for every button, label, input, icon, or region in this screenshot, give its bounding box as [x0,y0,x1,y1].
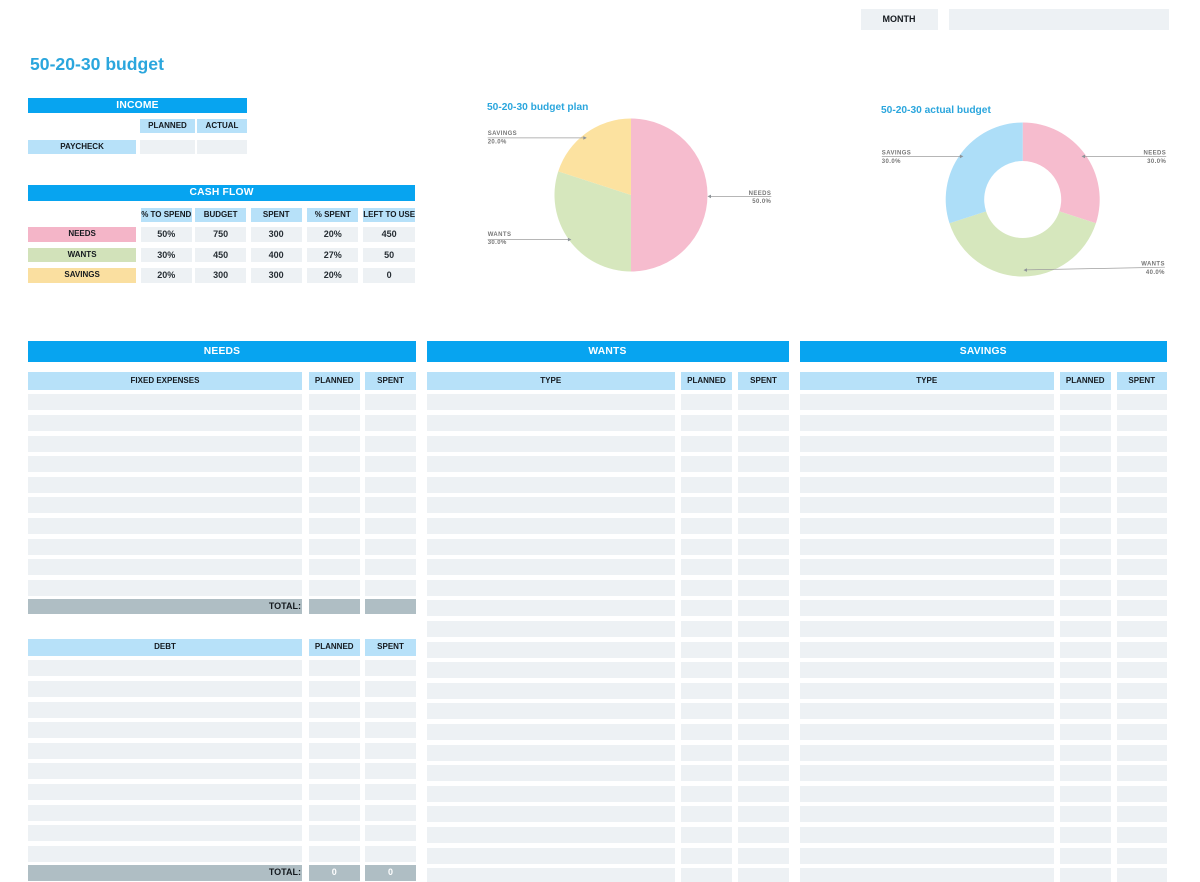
svg-text:NEEDS: NEEDS [1144,151,1167,157]
svg-text:30.0%: 30.0% [488,240,507,246]
svg-text:20.0%: 20.0% [488,139,507,145]
svg-text:WANTS: WANTS [1141,261,1165,267]
svg-text:40.0%: 40.0% [1146,270,1165,276]
svg-text:SAVINGS: SAVINGS [882,151,911,157]
svg-text:NEEDS: NEEDS [749,191,772,197]
svg-text:30.0%: 30.0% [1147,159,1166,165]
svg-text:WANTS: WANTS [488,232,512,238]
svg-text:50.0%: 50.0% [752,199,771,205]
svg-text:SAVINGS: SAVINGS [488,131,517,137]
svg-text:30.0%: 30.0% [882,159,901,165]
